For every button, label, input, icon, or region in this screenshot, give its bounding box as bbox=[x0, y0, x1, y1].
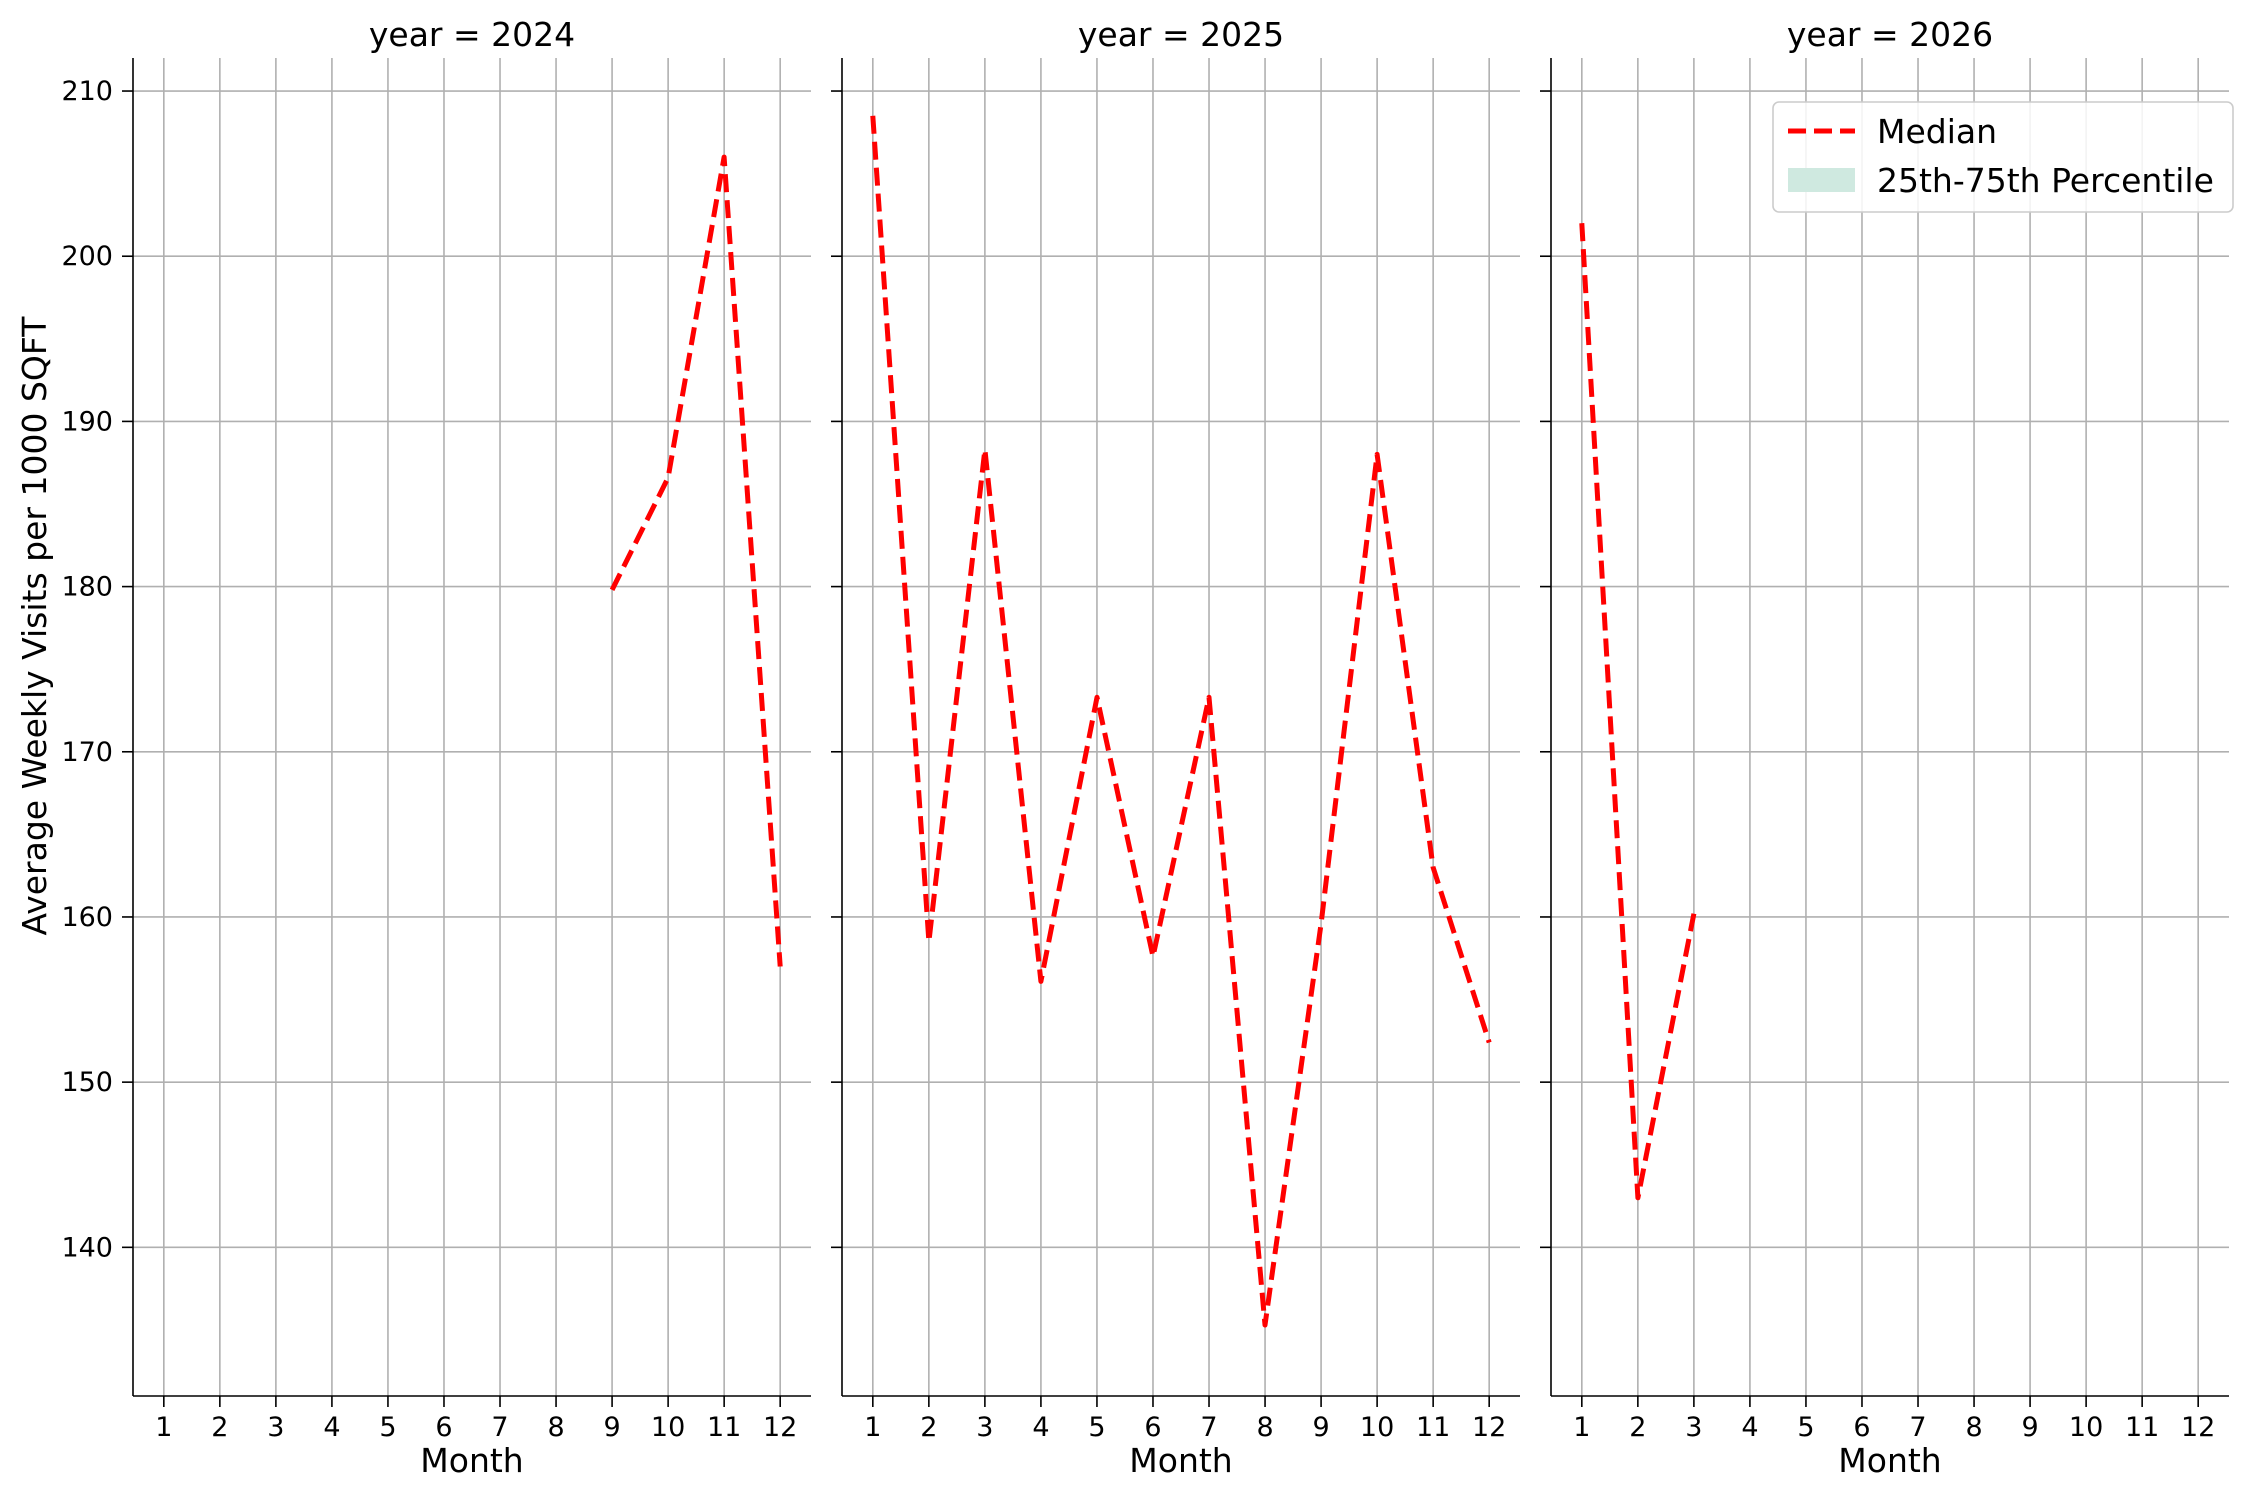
x-tick-label: 12 bbox=[1472, 1412, 1506, 1443]
y-axis-label: Average Weekly Visits per 1000 SQFT bbox=[15, 316, 54, 936]
y-tick-label: 160 bbox=[61, 902, 113, 933]
x-tick-label: 3 bbox=[976, 1412, 993, 1443]
x-tick-label: 4 bbox=[1032, 1412, 1049, 1443]
panel-title: year = 2026 bbox=[1787, 15, 1993, 54]
legend-median-label: Median bbox=[1877, 112, 1997, 151]
x-tick-label: 6 bbox=[435, 1412, 452, 1443]
x-axis-label: Month bbox=[1838, 1441, 1941, 1480]
x-tick-label: 12 bbox=[2181, 1412, 2215, 1443]
x-tick-label: 6 bbox=[1853, 1412, 1870, 1443]
legend: Median 25th-75th Percentile bbox=[1772, 101, 2234, 213]
x-tick-label: 4 bbox=[323, 1412, 340, 1443]
x-tick-label: 11 bbox=[1416, 1412, 1450, 1443]
x-axis-label: Month bbox=[1129, 1441, 1232, 1480]
x-tick-label: 5 bbox=[1088, 1412, 1105, 1443]
y-tick-label: 180 bbox=[61, 572, 113, 603]
median-line bbox=[1579, 223, 1697, 1201]
x-tick-label: 10 bbox=[651, 1412, 685, 1443]
x-tick-label: 12 bbox=[763, 1412, 797, 1443]
x-tick-label: 2 bbox=[1629, 1412, 1646, 1443]
x-tick-label: 5 bbox=[379, 1412, 396, 1443]
legend-percentile-swatch bbox=[1788, 168, 1855, 192]
median-line bbox=[609, 154, 783, 967]
x-tick-label: 7 bbox=[1909, 1412, 1926, 1443]
x-tick-label: 10 bbox=[1360, 1412, 1394, 1443]
x-tick-label: 7 bbox=[1200, 1412, 1217, 1443]
median-line bbox=[870, 115, 1492, 1328]
x-tick-label: 9 bbox=[2021, 1412, 2038, 1443]
y-tick-label: 170 bbox=[61, 737, 113, 768]
panel-title: year = 2024 bbox=[369, 15, 575, 54]
x-tick-label: 4 bbox=[1741, 1412, 1758, 1443]
x-tick-label: 3 bbox=[267, 1412, 284, 1443]
x-tick-label: 2 bbox=[211, 1412, 228, 1443]
y-tick-label: 140 bbox=[61, 1232, 113, 1263]
x-tick-label: 6 bbox=[1144, 1412, 1161, 1443]
x-tick-label: 1 bbox=[1573, 1412, 1590, 1443]
x-axis-label: Month bbox=[420, 1441, 523, 1480]
x-tick-label: 9 bbox=[1312, 1412, 1329, 1443]
x-tick-label: 8 bbox=[1256, 1412, 1273, 1443]
x-tick-label: 7 bbox=[491, 1412, 508, 1443]
x-tick-label: 11 bbox=[707, 1412, 741, 1443]
legend-frame bbox=[1772, 101, 2234, 213]
y-tick-label: 150 bbox=[61, 1067, 113, 1098]
x-tick-label: 1 bbox=[155, 1412, 172, 1443]
legend-percentile-label: 25th-75th Percentile bbox=[1877, 161, 2214, 200]
x-tick-label: 5 bbox=[1797, 1412, 1814, 1443]
panel-title: year = 2025 bbox=[1078, 15, 1284, 54]
x-tick-label: 2 bbox=[920, 1412, 937, 1443]
x-tick-label: 11 bbox=[2125, 1412, 2159, 1443]
x-tick-label: 8 bbox=[547, 1412, 564, 1443]
y-tick-label: 200 bbox=[61, 241, 113, 272]
x-tick-label: 1 bbox=[864, 1412, 881, 1443]
x-tick-label: 3 bbox=[1685, 1412, 1702, 1443]
x-tick-label: 9 bbox=[603, 1412, 620, 1443]
y-tick-label: 190 bbox=[61, 406, 113, 437]
y-tick-label: 210 bbox=[61, 76, 113, 107]
x-tick-label: 8 bbox=[1965, 1412, 1982, 1443]
x-tick-label: 10 bbox=[2069, 1412, 2103, 1443]
